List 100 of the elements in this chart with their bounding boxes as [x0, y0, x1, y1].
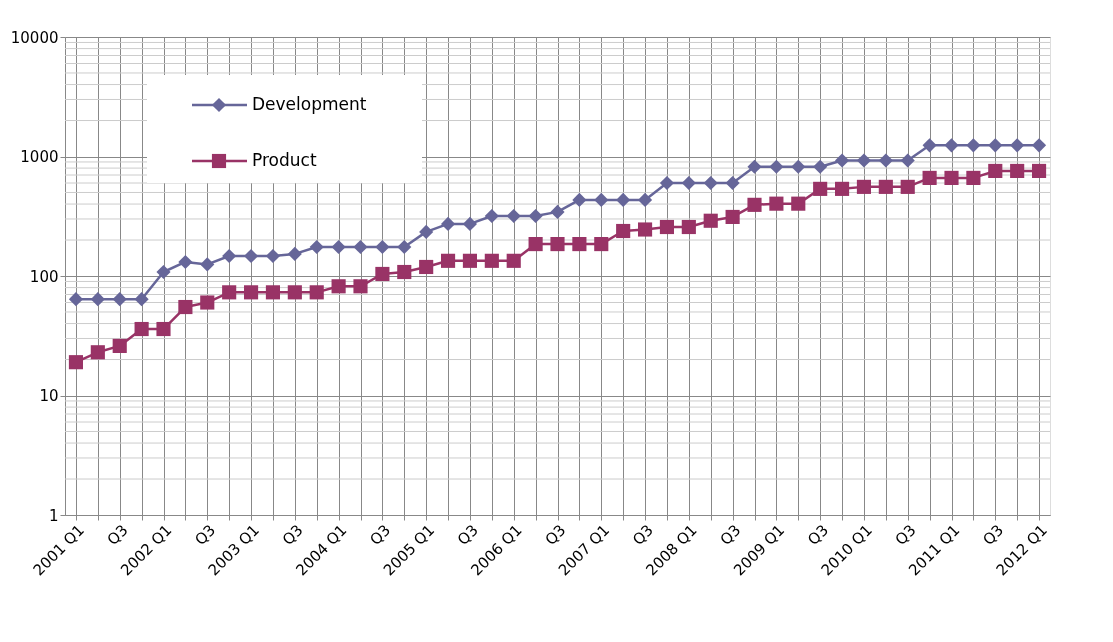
point: [834, 181, 850, 196]
x-tick-label: Q3: [629, 521, 657, 549]
x-tick-label: Q3: [716, 521, 745, 549]
point: [178, 254, 193, 270]
x-tick-label: Q3: [453, 521, 482, 549]
point: [572, 192, 587, 208]
point: [331, 239, 346, 255]
point: [791, 159, 806, 174]
y-tick-label: 10000: [10, 28, 59, 47]
point: [616, 223, 631, 239]
point: [462, 216, 478, 231]
point: [462, 253, 478, 268]
point: [309, 285, 324, 300]
point: [725, 209, 740, 225]
point: [659, 219, 675, 235]
point: [200, 257, 215, 272]
y-tick-label: 1: [48, 506, 59, 525]
point: [243, 248, 259, 264]
point: [944, 170, 959, 185]
point: [550, 237, 565, 252]
y-tick-label: 10: [39, 387, 59, 405]
point: [900, 153, 915, 168]
point: [878, 179, 893, 194]
point: [484, 208, 499, 224]
y-tick-label: 1000: [20, 148, 59, 166]
point: [747, 197, 762, 212]
point: [353, 239, 368, 255]
point: [834, 153, 850, 168]
legend-label: Development: [252, 94, 367, 114]
point: [988, 138, 1003, 153]
x-tick-label: Q3: [541, 521, 570, 549]
point: [200, 295, 215, 310]
point: [703, 175, 718, 191]
x-tick-label: Q3: [979, 521, 1008, 549]
point: [528, 208, 543, 224]
point: [966, 138, 981, 153]
point: [156, 321, 171, 337]
point: [178, 299, 193, 315]
point: [112, 338, 127, 353]
y-tick-label: 100: [29, 267, 59, 286]
legend-label: Product: [252, 150, 317, 170]
x-tick-label: Q3: [191, 521, 220, 549]
point: [265, 285, 281, 300]
point: [506, 253, 521, 268]
point: [769, 159, 784, 174]
point: [287, 285, 302, 300]
point: [440, 216, 456, 231]
point: [616, 192, 631, 208]
point: [856, 153, 872, 168]
point: [550, 204, 565, 219]
point: [134, 321, 149, 337]
point: [988, 163, 1003, 179]
point: [134, 292, 149, 307]
point: [813, 159, 828, 174]
point: [265, 248, 281, 264]
point: [637, 192, 653, 208]
point: [922, 138, 937, 153]
point: [681, 175, 696, 191]
point: [1031, 138, 1047, 153]
point: [419, 224, 434, 239]
x-tick-label: Q3: [278, 521, 307, 549]
point: [68, 355, 84, 370]
point: [878, 153, 893, 168]
point: [922, 170, 937, 185]
point: [791, 196, 806, 211]
x-tick-label: Q3: [891, 521, 920, 549]
point: [1031, 163, 1047, 179]
point: [528, 237, 543, 252]
point: [703, 213, 718, 228]
point: [813, 181, 828, 196]
x-tick-label: Q3: [103, 521, 132, 549]
point: [769, 196, 784, 211]
point: [112, 292, 127, 307]
point: [68, 292, 84, 307]
point: [309, 239, 324, 255]
point: [1010, 138, 1025, 153]
x-tick-label: Q3: [804, 521, 832, 549]
point: [594, 192, 609, 208]
point: [397, 264, 412, 280]
point: [419, 259, 434, 275]
point: [506, 208, 521, 224]
point: [375, 266, 390, 282]
point: [966, 170, 981, 185]
point: [681, 219, 696, 235]
point: [484, 253, 499, 268]
point: [1010, 163, 1025, 179]
point: [222, 248, 237, 264]
point: [90, 292, 105, 307]
point: [156, 264, 171, 280]
point: [243, 285, 259, 300]
point: [900, 179, 915, 194]
point: [222, 285, 237, 300]
point: [353, 279, 368, 294]
point: [594, 237, 609, 252]
point: [287, 246, 302, 261]
point: [331, 279, 346, 294]
point: [944, 138, 959, 153]
point: [440, 253, 456, 268]
point: [375, 239, 390, 255]
point: [637, 222, 653, 237]
